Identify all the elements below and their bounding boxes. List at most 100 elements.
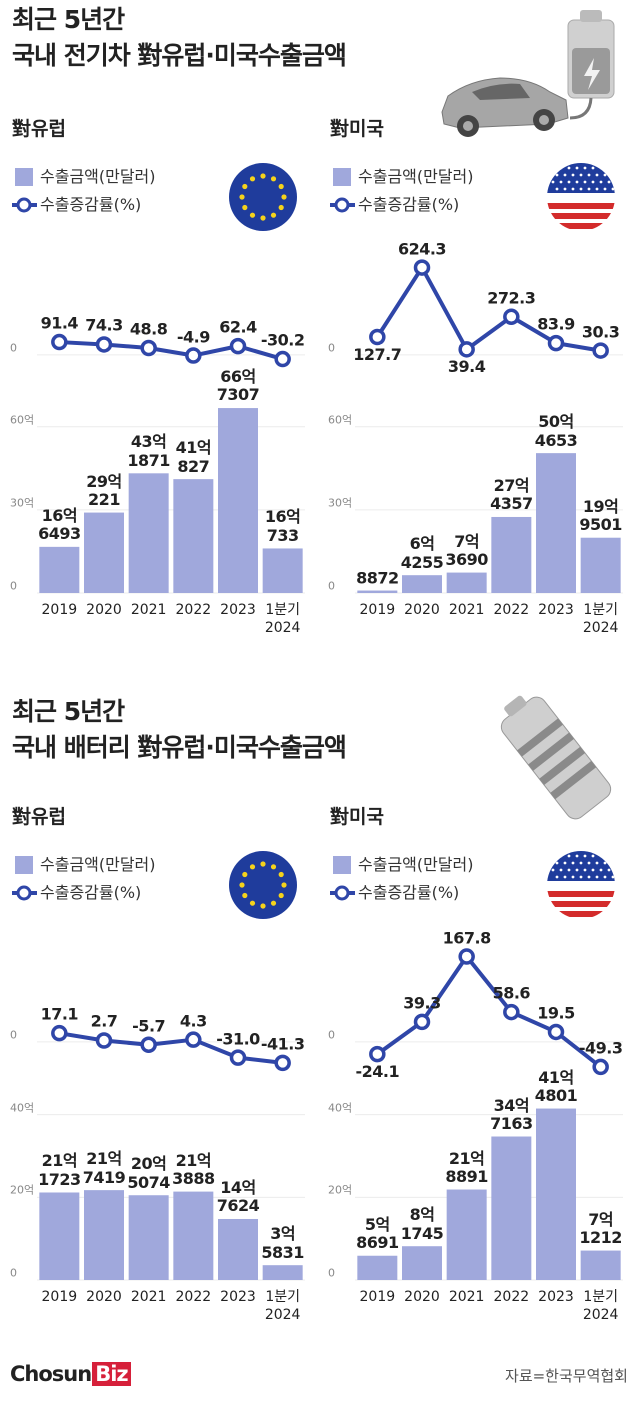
flag-star [591, 180, 595, 184]
x-tick-label: 2020 [404, 1289, 440, 1305]
y-tick-label: 40억 [10, 1101, 35, 1115]
flag-star [595, 187, 599, 191]
flag-star [281, 882, 287, 888]
flag-star [575, 166, 579, 170]
bar [357, 590, 398, 593]
x-tick-label: 1분기 2024 [582, 1289, 619, 1324]
bar-label: 8872 [356, 568, 399, 588]
flag-star [567, 180, 571, 184]
flag-star [270, 212, 277, 218]
bar [446, 572, 487, 593]
flag-stripe [547, 203, 615, 209]
flag-star [278, 892, 284, 899]
flag-stripe [547, 911, 615, 917]
bar [402, 1246, 442, 1280]
x-tick-label: 2023 [538, 602, 574, 618]
flag-star [278, 871, 284, 878]
legend-label: 수출증감률(%) [40, 882, 142, 902]
flag-star [559, 180, 563, 184]
point [51, 1024, 68, 1042]
flag-star [575, 854, 579, 858]
legend-label: 수출금액(만달러) [40, 166, 156, 186]
flag-star [551, 166, 555, 170]
flag-star [270, 900, 277, 906]
flag-star [579, 187, 583, 191]
line-label: 39.3 [403, 993, 441, 1013]
flag-star [281, 194, 287, 200]
line [59, 340, 284, 361]
flag-star [587, 173, 591, 177]
legend-label: 수출증감률(%) [358, 882, 460, 902]
flag-star [599, 180, 603, 184]
flag-star [595, 173, 599, 177]
flag-star [607, 180, 611, 184]
bar-label: 34억 7163 [490, 1095, 533, 1134]
bar [218, 1218, 258, 1280]
y-tick-label: 60억 [328, 413, 353, 427]
flag-star [249, 864, 256, 870]
flag-stripe [547, 901, 615, 907]
flag-star [571, 173, 575, 177]
bar [580, 537, 621, 593]
line-label: -30.2 [260, 330, 305, 350]
point [185, 347, 202, 364]
flag-star [551, 868, 555, 872]
panel-title: 對유럽 [12, 806, 66, 829]
flag-star [579, 861, 583, 865]
line-label: 127.7 [353, 344, 402, 364]
flag-star [563, 187, 567, 191]
y-tick-label: 0 [10, 1266, 17, 1280]
flag-star [567, 166, 571, 170]
bar [580, 1250, 621, 1280]
flag-star [583, 166, 587, 170]
bar-label: 16억 733 [264, 507, 301, 546]
y2-tick-label: 0 [10, 1028, 17, 1042]
bar-label: 43억 1871 [127, 432, 170, 470]
flag-star [563, 861, 567, 865]
bar [446, 1189, 487, 1280]
x-tick-label: 1분기 2024 [582, 602, 619, 637]
y-tick-label: 40억 [328, 1101, 353, 1115]
x-tick-label: 2020 [404, 602, 440, 618]
legend-dot [16, 197, 32, 213]
line-label: 272.3 [487, 288, 536, 308]
x-tick-label: 2020 [86, 602, 122, 618]
flag-star [583, 868, 587, 872]
x-tick-label: 1분기 2024 [264, 602, 301, 637]
flag-star [260, 215, 266, 221]
x-tick-label: 2021 [448, 602, 485, 618]
bar [173, 479, 214, 593]
line-label: 30.3 [581, 322, 620, 342]
line-label: 17.1 [40, 1004, 79, 1024]
point [274, 1054, 291, 1072]
legend-label: 수출금액(만달러) [358, 854, 474, 874]
bar [39, 546, 80, 593]
x-tick-label: 2019 [41, 1289, 78, 1305]
bar-label: 20억 5074 [127, 1154, 170, 1192]
line-label: -24.1 [355, 1062, 400, 1082]
bar [84, 1190, 124, 1280]
logo-text: Biz [92, 1362, 131, 1386]
y2-tick-label: 0 [328, 341, 335, 355]
flag-star [555, 187, 559, 191]
bar-label: 19억 9501 [579, 496, 622, 535]
flag-stripe [547, 891, 615, 897]
section-subtitle: 국내 배터리 對유럽·미국수출금액 [12, 733, 347, 762]
flag-star [599, 166, 603, 170]
flag-star [567, 868, 571, 872]
bar-label: 14억 7624 [216, 1178, 260, 1216]
flag-star [603, 875, 607, 879]
flag-star [587, 875, 591, 879]
panel-title: 對유럽 [12, 118, 66, 141]
flag-star [611, 875, 615, 879]
flag-star [587, 187, 591, 191]
bar-label: 21억 8891 [445, 1148, 488, 1187]
x-tick-label: 1분기 2024 [264, 1289, 301, 1324]
flag-eu [229, 163, 297, 231]
flag-us [547, 163, 615, 231]
line-label: 2.7 [90, 1012, 118, 1032]
flag-star [583, 854, 587, 858]
point [413, 1013, 431, 1031]
y-tick-label: 0 [328, 1266, 335, 1280]
